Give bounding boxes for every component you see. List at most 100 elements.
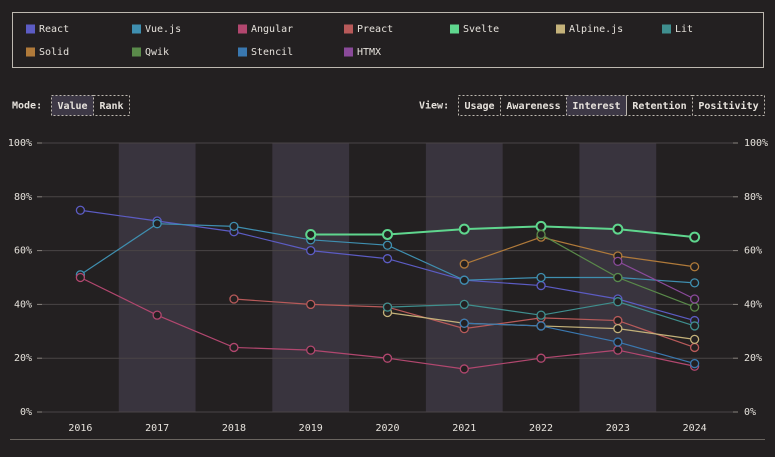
column-band [118,143,196,412]
legend-swatch[interactable] [662,24,671,34]
legend-label[interactable]: React [39,24,69,35]
data-point[interactable] [229,342,239,353]
x-tick-label: 2022 [529,423,553,434]
legend-swatch[interactable] [26,47,35,57]
y2-tick-label: 100% [744,138,768,149]
data-point[interactable] [459,275,469,285]
legend-label[interactable]: Stencil [251,47,293,58]
data-point[interactable] [536,321,546,331]
data-point[interactable] [306,245,316,256]
data-point[interactable] [613,256,623,267]
series-line [310,225,695,239]
mode-button-label[interactable]: Rank [99,101,123,112]
y2-tick-label: 40% [744,299,762,310]
mode-label: Mode: [12,101,42,112]
data-point[interactable] [458,223,470,235]
data-point[interactable] [689,334,700,345]
data-point[interactable] [306,345,316,355]
legend-label[interactable]: Qwik [145,47,169,58]
data-point[interactable] [382,228,393,240]
legend-swatch[interactable] [344,47,353,57]
legend-swatch[interactable] [556,24,565,34]
legend-label[interactable]: HTMX [357,47,381,58]
column-band [272,143,350,412]
data-point[interactable] [382,254,393,264]
data-point[interactable] [382,240,393,250]
legend-swatch[interactable] [238,47,247,57]
x-tick-label: 2016 [68,423,92,434]
legend-swatch[interactable] [344,24,353,34]
data-point[interactable] [613,323,623,334]
y-tick-label: 100% [8,138,32,149]
data-point[interactable] [689,262,700,272]
view-button-label[interactable]: Retention [632,100,686,112]
mode-button[interactable] [93,95,130,116]
x-tick-label: 2019 [299,423,323,434]
x-tick-label: 2024 [683,423,707,434]
series-line [464,236,695,268]
data-point[interactable] [536,229,546,240]
data-point[interactable] [536,280,546,291]
data-point[interactable] [306,299,316,310]
data-point[interactable] [229,221,239,232]
y-tick-label: 60% [14,246,32,257]
y2-tick-label: 60% [744,246,762,257]
series-line [617,260,695,300]
legend-label[interactable]: Preact [357,24,393,35]
data-point[interactable] [459,318,469,328]
y-tick-label: 80% [14,192,32,203]
data-point[interactable] [152,310,162,320]
legend-label[interactable]: Angular [251,24,293,35]
legend-label[interactable]: Vue.js [145,24,181,35]
data-point[interactable] [75,205,86,215]
data-point[interactable] [613,345,623,355]
x-tick-label: 2021 [452,423,476,434]
data-point[interactable] [689,294,700,304]
data-point[interactable] [536,310,546,320]
legend-label[interactable]: Solid [39,47,69,58]
data-point[interactable] [613,337,623,347]
data-point[interactable] [689,302,700,312]
y2-tick-label: 80% [744,192,762,203]
data-point[interactable] [612,223,624,235]
legend-swatch[interactable] [132,47,141,57]
legend-label[interactable]: Svelte [463,24,499,35]
view-button[interactable] [692,95,765,116]
view-button-label[interactable]: Usage [464,101,494,112]
data-point[interactable] [382,353,393,363]
data-point[interactable] [689,342,700,353]
view-button-label[interactable]: Interest [572,101,620,112]
legend-label[interactable]: Lit [675,24,693,35]
x-tick-label: 2020 [375,423,399,434]
data-point[interactable] [689,358,700,369]
legend-swatch[interactable] [238,24,247,34]
legend-swatch[interactable] [132,24,141,34]
data-point[interactable] [459,299,469,310]
y-tick-label: 20% [14,353,32,364]
data-point[interactable] [152,219,162,229]
data-point[interactable] [689,231,701,243]
data-point[interactable] [613,315,623,326]
data-point[interactable] [459,364,469,374]
x-tick-label: 2017 [145,423,169,434]
data-point[interactable] [613,297,623,307]
data-point[interactable] [689,321,700,331]
legend-swatch[interactable] [450,24,459,34]
data-point[interactable] [535,220,547,232]
data-point[interactable] [459,259,469,269]
data-point[interactable] [536,272,546,283]
view-button-label[interactable]: Positivity [698,100,758,112]
data-point[interactable] [613,272,623,283]
data-point[interactable] [229,294,239,304]
data-point[interactable] [75,272,86,283]
view-button-label[interactable]: Awareness [506,101,560,112]
data-point[interactable] [305,228,317,240]
data-point[interactable] [382,302,393,312]
mode-button-label[interactable]: Value [57,101,87,112]
data-point[interactable] [536,353,546,363]
legend-swatch[interactable] [26,24,35,34]
legend-label[interactable]: Alpine.js [569,24,623,35]
data-point[interactable] [689,278,700,288]
